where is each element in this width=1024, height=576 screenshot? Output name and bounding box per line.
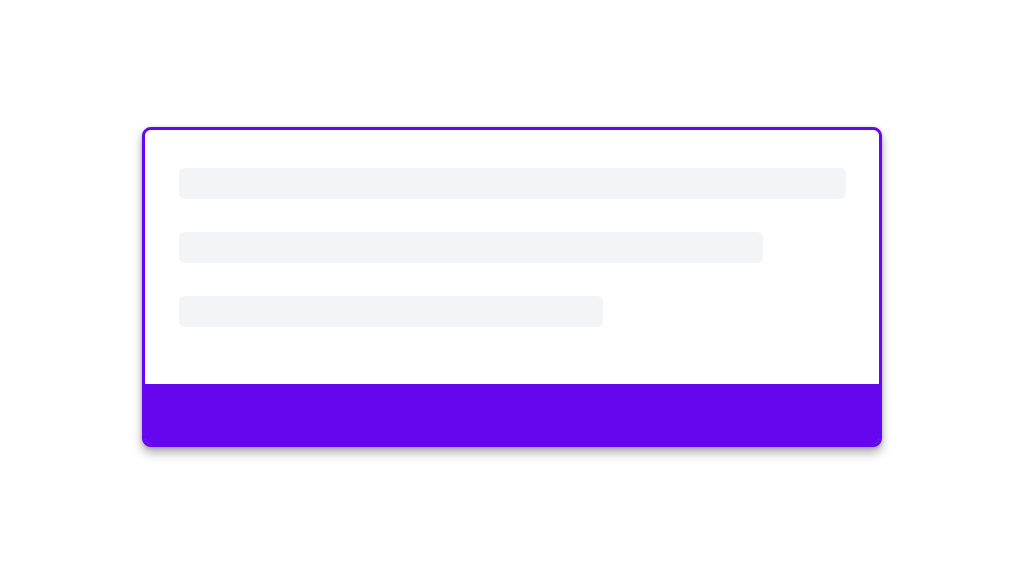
card-footer-bar	[145, 384, 879, 444]
skeleton-line	[179, 168, 846, 199]
skeleton-line	[179, 296, 603, 327]
skeleton-line	[179, 232, 763, 263]
card-body	[145, 130, 879, 384]
card	[142, 127, 882, 447]
